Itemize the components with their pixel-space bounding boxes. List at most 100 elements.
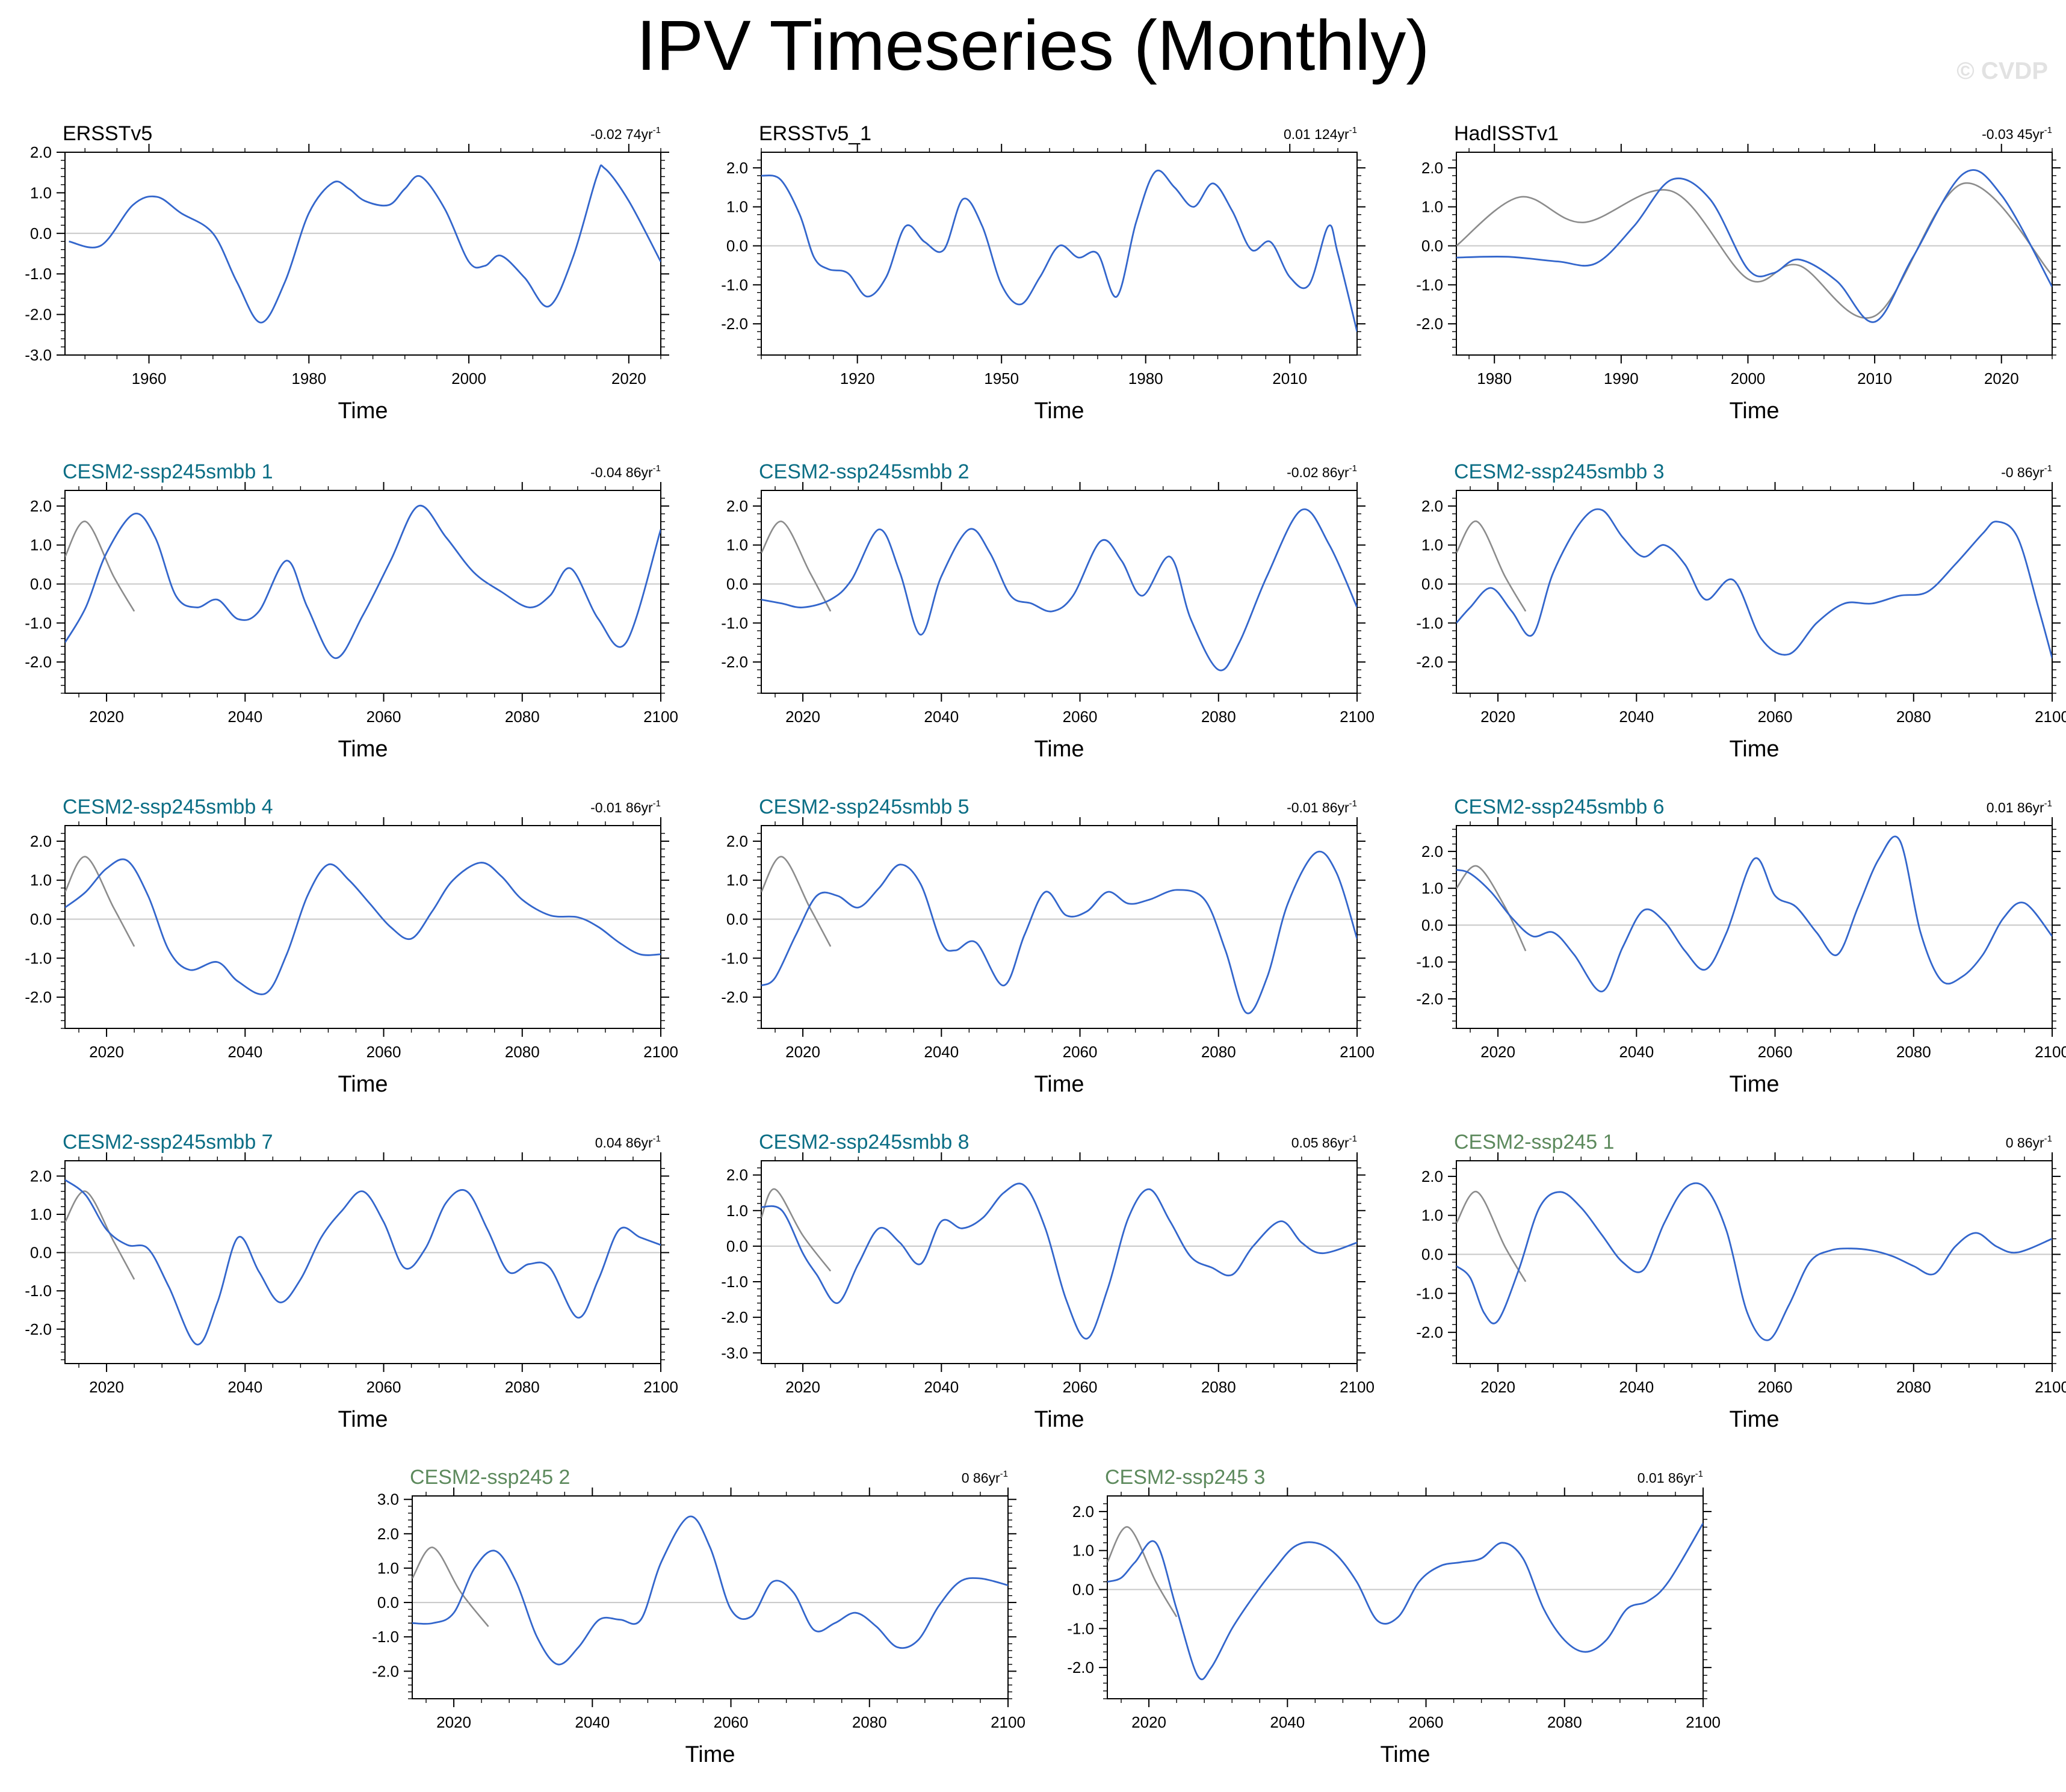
x-tick-label: 2080	[852, 1713, 887, 1731]
y-tick-label: 1.0	[30, 871, 52, 889]
reference-series-line	[1456, 1191, 1527, 1282]
y-tick-label: -2.0	[1067, 1658, 1094, 1676]
y-tick-label: 2.0	[1421, 159, 1443, 177]
x-tick-label: 2020	[785, 1378, 820, 1396]
trend-label: 0.01 124yr-1	[1284, 125, 1357, 142]
ipv-series-line	[761, 169, 1357, 332]
trend-label: -0.02 86yr-1	[1287, 463, 1357, 480]
y-tick-label: 0.0	[726, 1237, 748, 1255]
panel-title: CESM2-ssp245 1	[1454, 1131, 1614, 1154]
ipv-series-line	[761, 1182, 1357, 1340]
y-tick-label: -2.0	[372, 1662, 399, 1680]
x-tick-label: 2020	[89, 1043, 124, 1061]
panel-ersstv5-1: ERSSTv5_1 0.01 124yr-1 -2.0 -1.0 0.0 1.0 2.0 19…	[721, 122, 1365, 424]
x-axis-label: Time	[338, 398, 388, 424]
plot-frame	[412, 1495, 1009, 1699]
y-tick-label: -1.0	[25, 614, 52, 632]
y-tick-label: 0.0	[1421, 1246, 1443, 1264]
x-tick-label: 2100	[2035, 708, 2066, 726]
reference-series-line	[761, 521, 832, 612]
reference-series-line	[1107, 1526, 1178, 1617]
x-tick-label: 2080	[1547, 1713, 1582, 1731]
trend-label: -0.01 86yr-1	[1287, 799, 1357, 815]
plot-frame	[761, 490, 1358, 694]
x-tick-label: 2040	[227, 1043, 262, 1061]
x-tick-label: 2060	[1758, 1378, 1793, 1396]
panel-title: CESM2-ssp245smbb 1	[63, 460, 273, 483]
panel-cesm2-ssp245smbb-1: CESM2-ssp245smbb 1 -0.04 86yr-1 -2.0 -1.0 0.…	[25, 460, 678, 762]
x-tick-label: 2020	[89, 708, 124, 726]
x-tick-label: 2080	[505, 708, 540, 726]
y-tick-label: -1.0	[1416, 1284, 1443, 1302]
x-tick-label: 2080	[1896, 1043, 1931, 1061]
y-tick-label: -3.0	[721, 1344, 748, 1362]
y-tick-label: 2.0	[726, 832, 748, 850]
y-tick-label: 2.0	[377, 1525, 399, 1543]
panel-title: CESM2-ssp245smbb 6	[1454, 796, 1665, 818]
panel-title: CESM2-ssp245smbb 5	[759, 796, 970, 818]
y-tick-label: 0.0	[1421, 575, 1443, 593]
reference-series-line	[761, 856, 832, 947]
plot-frame	[761, 152, 1358, 356]
x-tick-label: 2040	[227, 1378, 262, 1396]
x-axis-label: Time	[1729, 737, 1779, 762]
y-tick-label: 0.0	[726, 910, 748, 928]
x-tick-label: 2020	[89, 1378, 124, 1396]
plot-frame	[761, 825, 1358, 1029]
y-tick-label: -2.0	[25, 1320, 52, 1338]
y-tick-label: 1.0	[726, 1202, 748, 1220]
x-tick-label: 2020	[1480, 1043, 1515, 1061]
y-tick-label: 1.0	[1421, 536, 1443, 554]
x-tick-label: 2100	[1340, 1043, 1375, 1061]
y-tick-label: 1.0	[377, 1559, 399, 1577]
x-tick-label: 1950	[984, 369, 1019, 388]
x-axis-label: Time	[1729, 1072, 1779, 1097]
x-tick-label: 2080	[1896, 708, 1931, 726]
x-tick-label: 1980	[1128, 369, 1163, 388]
panel-title: ERSSTv5	[63, 122, 152, 145]
x-tick-label: 1920	[840, 369, 875, 388]
ipv-series-line	[761, 850, 1357, 1015]
y-tick-label: 2.0	[1072, 1503, 1094, 1521]
y-tick-label: -2.0	[721, 315, 748, 333]
x-tick-label: 2080	[505, 1043, 540, 1061]
x-tick-label: 2020	[785, 1043, 820, 1061]
x-axis-label: Time	[1034, 1072, 1084, 1097]
x-tick-label: 2060	[1063, 1043, 1098, 1061]
y-tick-label: 1.0	[1421, 198, 1443, 216]
panel-title: CESM2-ssp245smbb 7	[63, 1131, 273, 1154]
x-axis-label: Time	[1380, 1742, 1430, 1767]
reference-series-line	[761, 1188, 832, 1272]
y-tick-label: 2.0	[726, 497, 748, 515]
x-tick-label: 2100	[1340, 708, 1375, 726]
y-tick-label: 0.0	[30, 575, 52, 593]
x-axis-label: Time	[1034, 1407, 1084, 1432]
panel-title: CESM2-ssp245smbb 3	[1454, 460, 1665, 483]
x-tick-label: 2040	[227, 708, 262, 726]
y-tick-label: -1.0	[1416, 953, 1443, 971]
ipv-series-line	[1456, 508, 2052, 659]
panel-cesm2-ssp245smbb-7: CESM2-ssp245smbb 7 0.04 86yr-1 -2.0 -1.0 0.0…	[25, 1131, 678, 1432]
y-tick-label: 1.0	[1421, 1207, 1443, 1225]
y-tick-label: 2.0	[726, 1166, 748, 1184]
reference-series-line	[65, 1190, 135, 1280]
trend-label: -0.04 86yr-1	[590, 463, 661, 480]
x-tick-label: 2100	[2035, 1043, 2066, 1061]
y-tick-label: 0.0	[30, 224, 52, 243]
x-tick-label: 2080	[505, 1378, 540, 1396]
reference-series-line	[412, 1546, 489, 1627]
y-tick-label: 1.0	[726, 536, 748, 554]
y-tick-label: -2.0	[1416, 990, 1443, 1008]
trend-label: 0 86yr-1	[962, 1469, 1008, 1486]
y-tick-label: 1.0	[30, 536, 52, 554]
x-tick-label: 2060	[1758, 1043, 1793, 1061]
trend-label: -0.03 45yr-1	[1982, 125, 2052, 142]
x-tick-label: 2010	[1272, 369, 1307, 388]
panel-title: CESM2-ssp245smbb 2	[759, 460, 970, 483]
y-tick-label: -1.0	[721, 949, 748, 967]
plot-frame	[64, 152, 661, 356]
x-tick-label: 2000	[1731, 369, 1766, 388]
x-tick-label: 2040	[575, 1713, 610, 1731]
y-tick-label: 2.0	[726, 159, 748, 177]
reference-series-line	[65, 521, 135, 612]
